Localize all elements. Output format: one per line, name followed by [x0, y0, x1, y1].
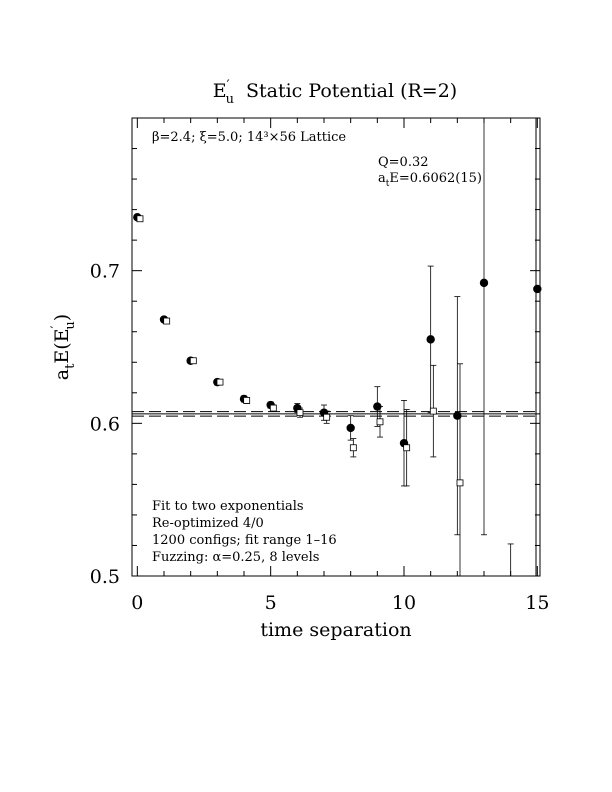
y-tick-labels: 0.5 0.6 0.7: [90, 261, 120, 588]
data-point-circle: [533, 284, 542, 294]
chart-title: E′ u Static Potential (R=2): [213, 78, 457, 107]
data-point-square: [323, 413, 331, 421]
data-point-square: [403, 444, 411, 452]
y-tick-label: 0.6: [90, 413, 120, 435]
data-point-square: [243, 397, 251, 404]
data-point-square: [269, 404, 277, 412]
fit-note: Re-optimized 4/0: [152, 516, 264, 531]
data-point-circle: [373, 402, 382, 411]
data-point-square: [163, 317, 171, 325]
data-point-square: [189, 357, 197, 365]
plot-frame: [131, 117, 541, 577]
x-tick-label: 0: [131, 592, 143, 614]
fit-notes: Fit to two exponentials Re-optimized 4/0…: [152, 499, 337, 565]
data-point-circle: [453, 411, 462, 420]
data-point-square: [429, 407, 437, 415]
x-axis-label: time separation: [260, 619, 411, 641]
data-point-square: [296, 409, 304, 417]
q-annotation: Q=0.32: [378, 155, 429, 170]
energy-annotation: atE=0.6062(15): [378, 171, 482, 189]
data-point-square: [456, 479, 464, 487]
data-point-square: [376, 418, 384, 426]
axis-ticks: [132, 117, 540, 577]
data-point-square: [216, 378, 224, 386]
data-point-square: [349, 444, 357, 452]
fit-band: [132, 411, 540, 417]
data-point-square: [136, 215, 144, 223]
x-tick-labels: 0 5 10 15: [131, 592, 549, 614]
data-point-circle: [426, 335, 435, 344]
data-markers: [133, 213, 542, 487]
data-point-circle: [346, 423, 355, 433]
data-point-circle: [479, 278, 489, 288]
x-tick-label: 15: [525, 592, 549, 614]
x-tick-label: 5: [265, 592, 277, 614]
lattice-annotation: β=2.4; ξ=5.0; 14³×56 Lattice: [152, 130, 346, 145]
fit-note: 1200 configs; fit range 1–16: [152, 533, 337, 548]
y-tick-label: 0.7: [90, 261, 120, 283]
fit-note: Fit to two exponentials: [152, 499, 304, 514]
y-tick-label: 0.5: [90, 566, 120, 588]
y-axis-label: atE(E′u): [49, 314, 78, 380]
x-tick-label: 10: [392, 592, 416, 614]
fit-note: Fuzzing: α=0.25, 8 levels: [152, 550, 319, 565]
